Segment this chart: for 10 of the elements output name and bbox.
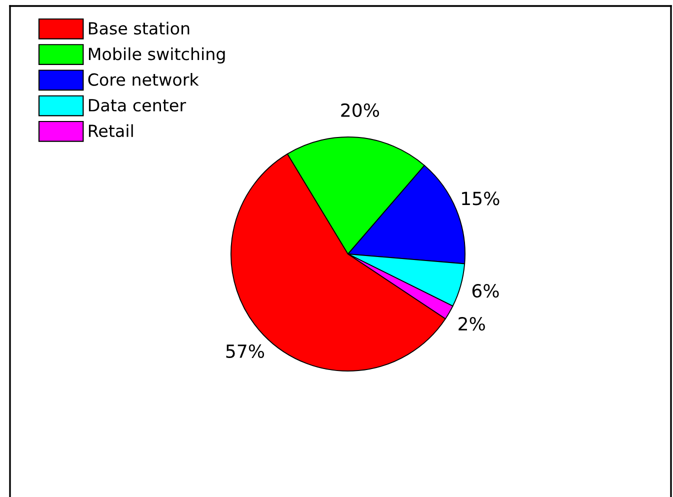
data-label: 6%: [472, 284, 499, 298]
legend-label: Base station: [88, 22, 190, 35]
legend-label: Core network: [88, 73, 199, 86]
legend-label: Data center: [88, 99, 186, 112]
data-label: 20%: [341, 103, 380, 117]
data-label: 15%: [462, 192, 500, 206]
data-label: 57%: [226, 344, 264, 358]
data-label: 2%: [458, 316, 485, 331]
legend-label: Retail: [88, 124, 133, 138]
legend-label: Mobile switching: [88, 47, 225, 64]
